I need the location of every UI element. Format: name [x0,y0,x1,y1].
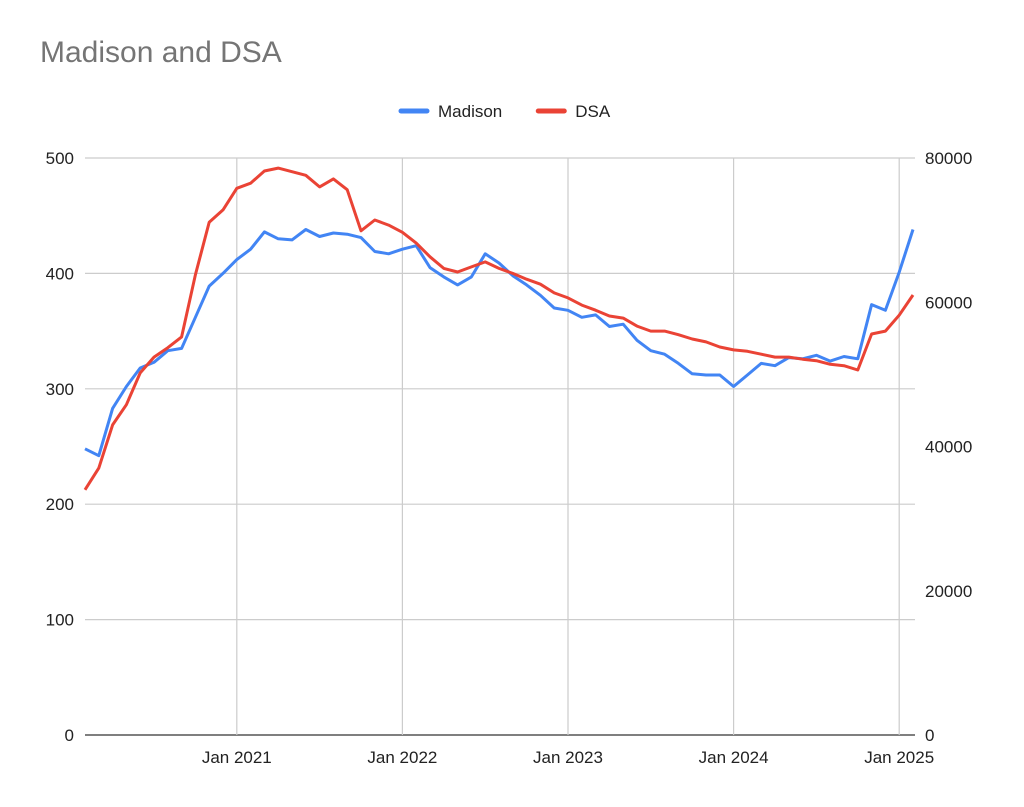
chart-title: Madison and DSA [40,36,282,69]
series-line-madison [84,228,915,458]
y-left-tick-label: 200 [46,495,74,514]
x-tick-label: Jan 2021 [202,748,272,767]
legend-label: DSA [575,102,611,121]
y-left-tick-label: 500 [46,149,74,168]
series-line-dsa [83,166,915,491]
y-right-tick-label: 0 [925,726,934,745]
y-right-tick-label: 80000 [925,149,972,168]
x-tick-label: Jan 2025 [864,748,934,767]
legend-label: Madison [438,102,502,121]
x-tick-label: Jan 2023 [533,748,603,767]
x-tick-label: Jan 2024 [699,748,769,767]
y-left-tick-label: 100 [46,611,74,630]
y-right-tick-label: 60000 [925,293,972,312]
y-left-tick-label: 0 [65,726,74,745]
y-left-tick-label: 400 [46,264,74,283]
y-right-tick-label: 40000 [925,438,972,457]
x-tick-label: Jan 2022 [367,748,437,767]
y-right-tick-label: 20000 [925,582,972,601]
y-left-tick-label: 300 [46,380,74,399]
